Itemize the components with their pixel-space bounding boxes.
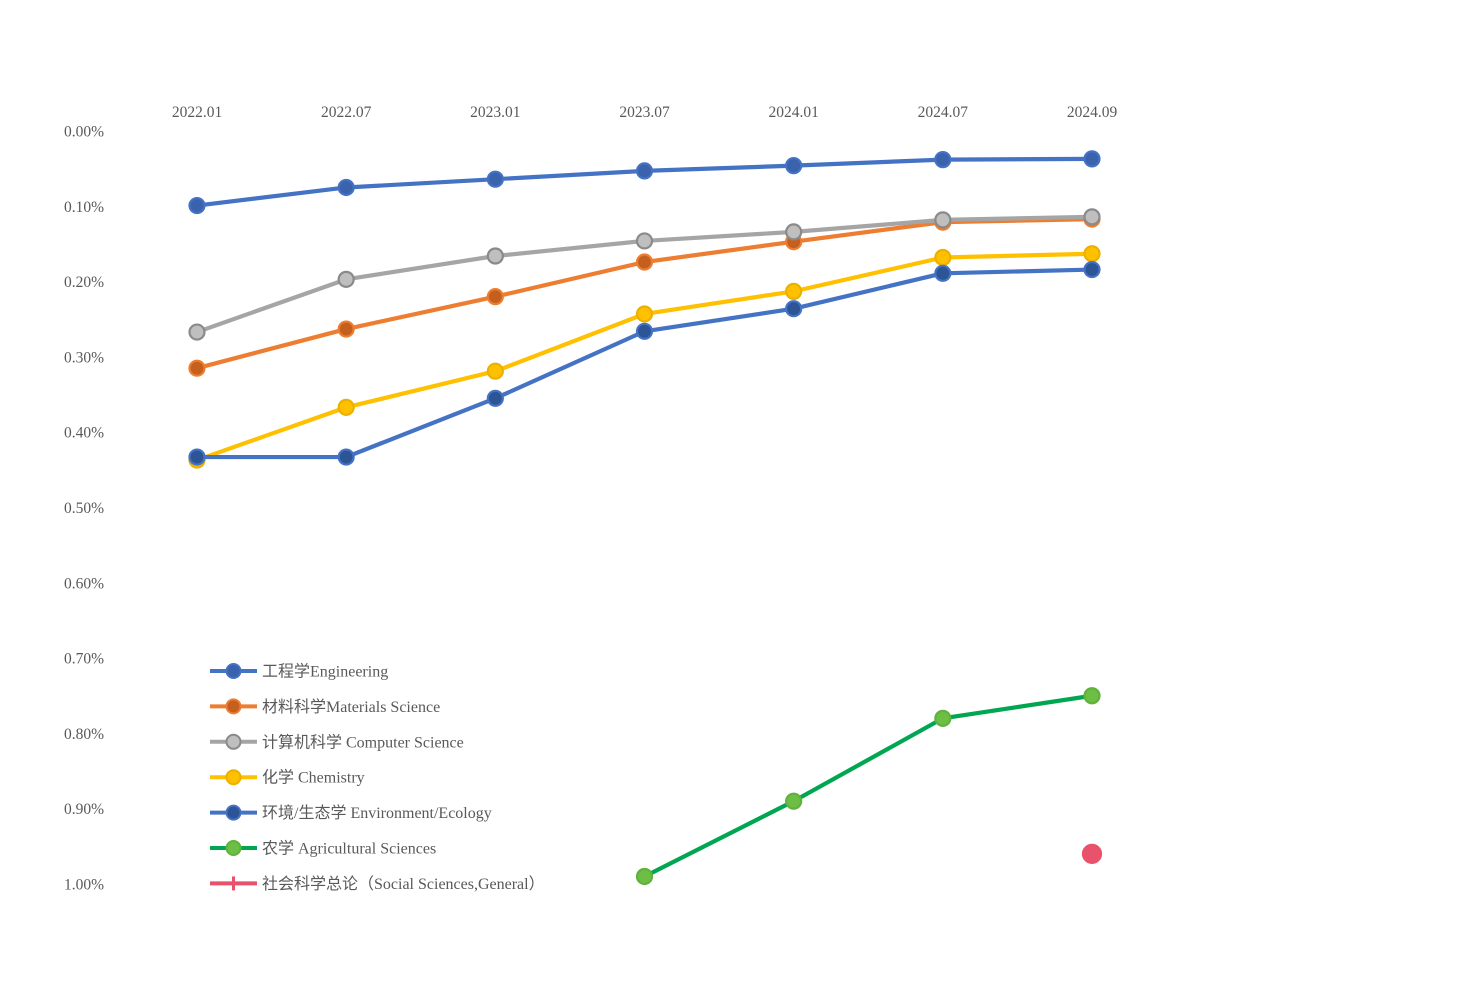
data-point-marker xyxy=(1083,687,1101,705)
y-axis-tick-label: 0.20% xyxy=(64,274,104,291)
data-point-marker xyxy=(486,288,504,306)
x-axis-tick-label: 2024.07 xyxy=(918,104,969,121)
x-axis-tick-label: 2023.07 xyxy=(619,104,670,121)
data-point-marker xyxy=(635,253,654,271)
data-point-marker xyxy=(785,157,803,175)
data-point-marker xyxy=(785,223,803,241)
data-point-marker xyxy=(486,362,504,380)
data-point-marker xyxy=(337,270,355,288)
data-point-marker xyxy=(785,282,803,300)
y-axis-tick-label: 0.70% xyxy=(64,651,104,668)
data-point-marker xyxy=(1081,843,1103,864)
y-axis-tick-label: 0.90% xyxy=(64,801,104,818)
y-axis-tick-label: 0.50% xyxy=(64,500,104,517)
y-axis-tick-label: 0.60% xyxy=(64,575,104,592)
data-point-marker xyxy=(635,322,654,340)
series-chemistry xyxy=(188,245,1101,469)
y-axis-tick-label: 0.40% xyxy=(64,425,104,442)
legend-key-marker xyxy=(225,769,242,786)
y-axis-tick-label: 0.30% xyxy=(64,349,104,366)
legend-key-marker xyxy=(225,698,242,715)
series-environment-ecology xyxy=(188,260,1101,466)
data-point-marker xyxy=(1083,208,1101,226)
data-point-marker xyxy=(188,323,206,341)
y-axis: 0.00% 0.10% 0.20% 0.30% 0.40% 0.50% 0.60% 0.70%… xyxy=(64,124,104,894)
x-axis-tick-label: 2022.01 xyxy=(172,104,222,121)
data-point-marker xyxy=(486,247,504,265)
series-agricultural-sciences xyxy=(635,687,1101,886)
legend: 工程学Engineering 材料科学Materials Science 计算机科学… xyxy=(210,663,545,893)
legend-label: 计算机科学 Computer Science xyxy=(262,732,464,751)
data-point-marker xyxy=(1083,260,1101,279)
data-point-marker xyxy=(934,709,952,727)
x-axis-tick-label: 2023.01 xyxy=(470,104,520,121)
x-axis-tick-label: 2024.09 xyxy=(1067,104,1118,121)
legend-key-marker xyxy=(225,840,242,856)
data-point-marker xyxy=(337,178,355,197)
legend-label: 社会科学总论（Social Sciences,General） xyxy=(262,875,545,893)
data-point-marker xyxy=(188,359,206,377)
data-point-marker xyxy=(785,792,803,810)
data-point-marker xyxy=(934,264,952,282)
legend-item-chemistry: 化学 Chemistry xyxy=(210,769,365,787)
data-point-marker xyxy=(337,320,355,338)
data-point-marker xyxy=(934,211,952,229)
series-line xyxy=(194,267,1095,460)
data-point-marker xyxy=(1083,245,1101,263)
legend-label: 化学 Chemistry xyxy=(262,769,365,787)
data-point-marker xyxy=(486,170,504,188)
y-axis-tick-label: 0.80% xyxy=(64,726,104,743)
series-line xyxy=(642,693,1095,879)
data-point-marker xyxy=(337,448,355,466)
x-axis-tick-label: 2024.01 xyxy=(768,104,818,121)
legend-key-marker xyxy=(225,663,242,679)
legend-item-environment-ecology: 环境/生态学 Environment/Ecology xyxy=(210,803,492,822)
data-point-marker xyxy=(337,398,355,416)
data-point-marker xyxy=(188,196,206,215)
y-axis-tick-label: 1.00% xyxy=(64,877,104,894)
series-social-sciences-general xyxy=(1081,843,1103,864)
legend-label: 环境/生态学 Environment/Ecology xyxy=(262,803,492,822)
legend-item-engineering: 工程学Engineering xyxy=(210,663,388,681)
legend-key-marker xyxy=(225,804,242,821)
data-point-marker xyxy=(486,389,504,407)
series-computer-science xyxy=(188,208,1101,341)
series-engineering xyxy=(188,150,1101,215)
legend-item-agricultural-sciences: 农学 Agricultural Sciences xyxy=(210,840,436,858)
data-point-marker xyxy=(635,162,654,180)
data-point-marker xyxy=(785,300,803,318)
data-point-marker xyxy=(635,867,654,886)
legend-item-materials-science: 材料科学Materials Science xyxy=(210,698,440,716)
y-axis-tick-label: 0.00% xyxy=(64,124,104,141)
legend-key-marker xyxy=(225,733,242,750)
legend-label: 工程学Engineering xyxy=(262,663,388,681)
data-point-marker xyxy=(934,151,952,169)
legend-label: 农学 Agricultural Sciences xyxy=(262,840,436,858)
x-axis-tick-label: 2022.07 xyxy=(321,104,372,121)
data-point-marker xyxy=(934,248,952,267)
data-point-marker xyxy=(1083,150,1101,168)
data-point-marker xyxy=(188,448,206,466)
legend-item-computer-science: 计算机科学 Computer Science xyxy=(210,732,464,751)
legend-item-social-sciences-general: 社会科学总论（Social Sciences,General） xyxy=(210,875,545,893)
x-axis: 2022.01 2022.07 2023.01 2023.07 2024.01 2024.… xyxy=(172,104,1118,121)
y-axis-tick-label: 0.10% xyxy=(64,199,104,216)
legend-label: 材料科学Materials Science xyxy=(262,698,440,716)
data-point-marker xyxy=(635,305,654,323)
data-point-marker xyxy=(635,232,654,250)
